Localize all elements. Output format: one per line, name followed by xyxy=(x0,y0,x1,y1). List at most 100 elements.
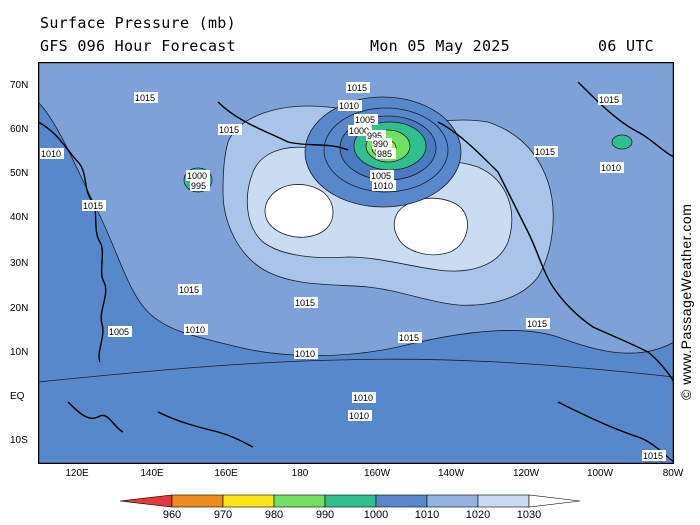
forecast-date: Mon 05 May 2025 xyxy=(370,37,510,55)
pressure-label: 995 xyxy=(191,181,206,191)
pressure-label: 1010 xyxy=(295,349,315,359)
lat-tick-60n: 60N xyxy=(10,124,29,135)
pressure-label: 995 xyxy=(367,131,382,141)
pressure-label-box xyxy=(82,200,106,211)
pressure-label: 1015 xyxy=(527,319,547,329)
pressure-label: 1015 xyxy=(83,201,103,211)
pressure-label-box xyxy=(534,146,558,157)
pressure-label-box xyxy=(598,94,622,105)
pressure-label-box xyxy=(294,297,318,308)
colorbar-swatch-1010-1020 xyxy=(426,494,479,508)
pressure-label: 1010 xyxy=(373,181,393,191)
lon-tick-120e: 120E xyxy=(65,468,89,479)
map-title: Surface Pressure (mb) xyxy=(40,14,236,32)
pressure-label-box xyxy=(642,450,666,461)
lon-tick-140w: 140W xyxy=(437,468,465,479)
pressure-label: 1010 xyxy=(41,149,61,159)
pressure-label-box xyxy=(338,100,362,111)
low-hudson-1000 xyxy=(611,134,633,150)
colorbar-arrow-high xyxy=(528,494,581,508)
pressure-label: 1005 xyxy=(109,327,129,337)
lon-tick-160w: 160W xyxy=(363,468,391,479)
pressure-colorbar xyxy=(120,494,581,508)
lon-tick-160e: 160E xyxy=(214,468,238,479)
pressure-label: 1010 xyxy=(185,325,205,335)
pressure-label: 1010 xyxy=(339,101,359,111)
lon-tick-120w: 120W xyxy=(512,468,540,479)
pressure-label: 1005 xyxy=(371,171,391,181)
colorbar-label-970: 970 xyxy=(213,509,233,521)
pressure-label-box xyxy=(348,125,372,136)
lat-tick-eq: EQ xyxy=(10,391,25,402)
pressure-label-box xyxy=(398,332,422,343)
pressure-label-box xyxy=(354,114,378,125)
pressure-label: 1015 xyxy=(399,333,419,343)
pressure-label-box xyxy=(352,392,376,403)
pressure-label: 1000 xyxy=(187,171,207,181)
pressure-label-box xyxy=(348,410,372,421)
pressure-label: 1005 xyxy=(355,115,375,125)
isobar-cell-1030-east xyxy=(393,197,468,256)
colorbar-label-1010: 1010 xyxy=(414,509,440,521)
pressure-label-box xyxy=(346,82,370,93)
colorbar-arrow-low xyxy=(120,494,173,508)
lon-tick-140e: 140E xyxy=(140,468,164,479)
pressure-label-box xyxy=(178,284,202,295)
colorbar-label-1030: 1030 xyxy=(516,509,542,521)
lon-tick-100w: 100W xyxy=(586,468,614,479)
coastlines xyxy=(38,81,674,463)
lon-tick-180: 180 xyxy=(291,468,309,479)
forecast-label: GFS 096 Hour Forecast xyxy=(40,37,236,55)
pressure-label-box xyxy=(376,148,396,159)
pressure-label: 1015 xyxy=(219,125,239,135)
colorbar-swatch-990-1000 xyxy=(324,494,377,508)
pressure-label: 985 xyxy=(377,149,392,159)
pressure-label: 1015 xyxy=(535,147,555,157)
pressure-label-box xyxy=(600,162,624,173)
pressure-map: 1015 1015 1010 1005 1000 995 990 985 100… xyxy=(38,62,674,464)
pressure-label-box xyxy=(186,170,210,181)
pressure-label-box xyxy=(370,170,394,181)
lat-tick-40n: 40N xyxy=(10,212,29,223)
pressure-label: 1015 xyxy=(643,451,663,461)
pressure-label: 1010 xyxy=(349,411,369,421)
pressure-label: 1015 xyxy=(599,95,619,105)
pressure-label-box xyxy=(372,138,392,149)
colorbar-swatch-960-970 xyxy=(171,494,224,508)
colorbar-swatch-980-990 xyxy=(273,494,326,508)
lat-tick-10s: 10S xyxy=(10,435,28,446)
pressure-label: 1015 xyxy=(347,83,367,93)
colorbar-label-980: 980 xyxy=(264,509,284,521)
pressure-label: 1015 xyxy=(135,93,155,103)
pressure-label: 1010 xyxy=(353,393,373,403)
lat-tick-70n: 70N xyxy=(10,80,29,91)
lat-tick-10n: 10N xyxy=(10,347,29,358)
lat-tick-30n: 30N xyxy=(10,258,29,269)
pressure-label-box xyxy=(190,180,210,191)
colorbar-swatch-1000-1010 xyxy=(375,494,428,508)
pressure-label-box xyxy=(108,326,132,337)
pressure-label-box xyxy=(294,348,318,359)
pressure-label-box xyxy=(40,148,64,159)
colorbar-label-1000: 1000 xyxy=(363,509,389,521)
forecast-time: 06 UTC xyxy=(598,37,654,55)
isobar-line-1010-south xyxy=(38,358,674,383)
lat-tick-50n: 50N xyxy=(10,168,29,179)
lat-tick-20n: 20N xyxy=(10,303,29,314)
pressure-label: 1000 xyxy=(349,126,369,136)
colorbar-swatch-970-980 xyxy=(222,494,275,508)
pressure-label: 1015 xyxy=(295,298,315,308)
pressure-label-box xyxy=(218,124,242,135)
colorbar-swatch-1020-1030 xyxy=(477,494,530,508)
pressure-label-box xyxy=(184,324,208,335)
isobar-cell-1030-west xyxy=(264,184,334,238)
pressure-label-box xyxy=(134,92,158,103)
pressure-label-box xyxy=(372,180,396,191)
colorbar-label-960: 960 xyxy=(162,509,182,521)
pressure-label: 1015 xyxy=(179,285,199,295)
colorbar-label-1020: 1020 xyxy=(465,509,491,521)
lon-tick-80w: 80W xyxy=(662,468,684,479)
pressure-label-box xyxy=(366,130,386,141)
pressure-label-box xyxy=(526,318,550,329)
pressure-label: 1010 xyxy=(601,163,621,173)
